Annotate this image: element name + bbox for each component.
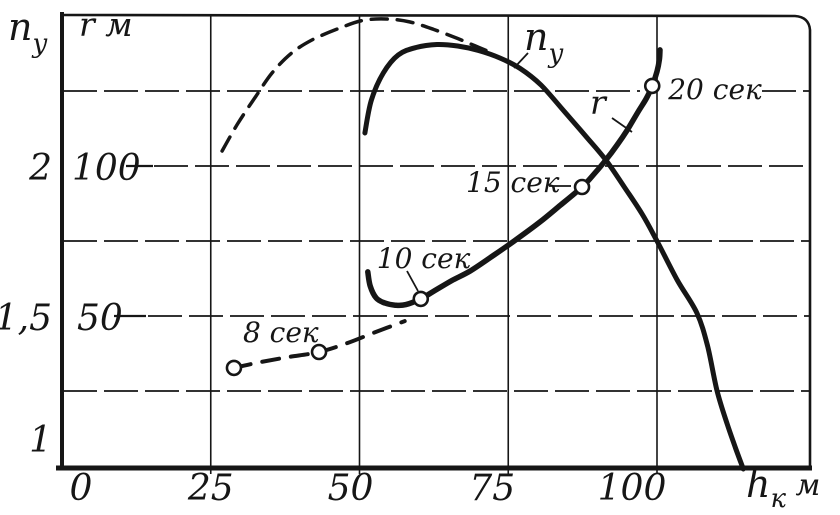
ny-tick-label-1.5: 1,5 (0, 298, 52, 339)
ny-axis-title: ny (8, 5, 47, 59)
ny-curve-label-sub: y (547, 39, 563, 69)
time-marker-circle-15сек (573, 178, 591, 196)
x-tick-label-100: 100 (598, 468, 667, 509)
time-marker-circle-20сек (643, 77, 661, 95)
time-marker-label-10сек: 10 сек (377, 242, 471, 275)
time-marker-label-15сек: 15 сек (466, 166, 560, 199)
curve-ny (362, 41, 746, 472)
frame-top-right-border (60, 13, 812, 467)
ny-curve-label-pointer (513, 52, 529, 69)
x-axis-title: hк м (746, 462, 820, 514)
pointer-lines (406, 52, 633, 292)
ny-axis-title-main: n (8, 5, 32, 49)
curve-ny-extrapolated (220, 17, 492, 153)
tick-labels-layer: 0 25 50 75 100 2 1,5 1 100 50 (0, 148, 666, 509)
ny-curve-label: ny (524, 15, 563, 69)
time-marker-label-20сек: 20 сек (667, 73, 762, 106)
x-axis-title-unit: м (786, 468, 820, 503)
time-marker-circle-8сек (225, 359, 243, 377)
r-tick-label-50: 50 (77, 298, 123, 339)
time-marker-label-8сек: 8 сек (243, 316, 319, 349)
ny-tick-label-2: 2 (28, 148, 52, 189)
x-tick-label-75: 75 (469, 468, 515, 509)
time-marker-circle-10сек (412, 290, 430, 308)
ny-axis-title-sub: y (31, 29, 47, 59)
r-curve-label-pointer (611, 117, 633, 133)
r-tick-label-100: 100 (72, 148, 141, 189)
plot-frame (56, 12, 812, 471)
x-tick-label-50: 50 (328, 468, 374, 509)
curve-r (365, 47, 663, 309)
x-axis-title-main: h (746, 462, 770, 506)
time-marker-circle-unlabeled-1 (310, 343, 328, 361)
x-tick-label-0: 0 (70, 468, 93, 509)
curves-layer (220, 17, 746, 472)
r-curve-label: r (590, 83, 608, 122)
x-tick-label-25: 25 (187, 468, 234, 509)
ny-curve-label-main: n (524, 15, 548, 59)
x-axis-title-sub: к (770, 484, 786, 514)
ny-tick-label-1: 1 (29, 420, 52, 461)
markers-layer: 8 сек 10 сек 15 сек 20 сек (225, 73, 762, 377)
marker-10sec-pointer (406, 270, 419, 292)
r-axis-title: r м (79, 5, 133, 44)
